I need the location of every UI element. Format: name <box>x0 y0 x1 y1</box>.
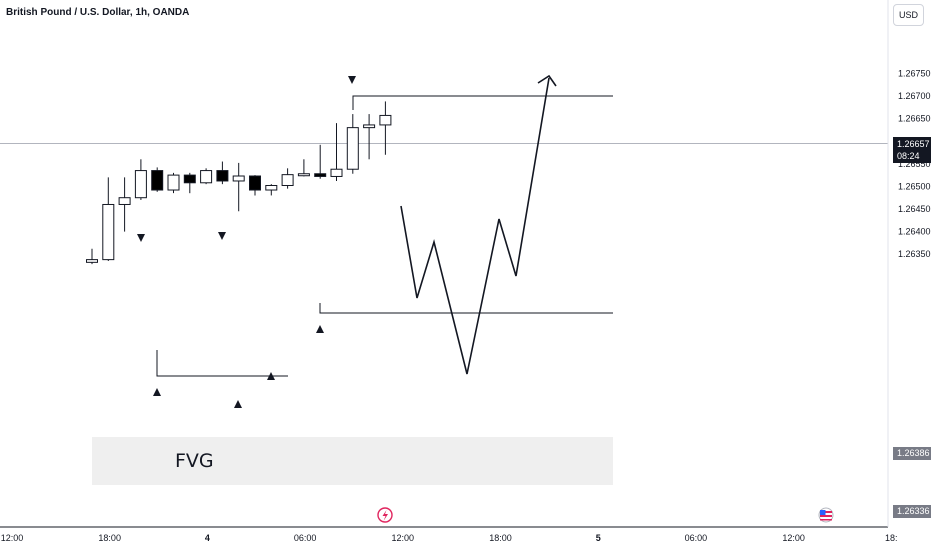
fvg-label: FVG <box>175 450 214 472</box>
currency-selector[interactable]: USD <box>893 4 924 26</box>
candle <box>118 177 131 232</box>
candle <box>379 101 392 155</box>
marker-up-4 <box>316 325 324 333</box>
candle-body-bull <box>200 170 213 184</box>
candle-body-bull <box>167 174 180 191</box>
x-tick-label: 18: <box>885 533 898 543</box>
us-flag-icon[interactable] <box>818 507 834 523</box>
x-tick-label: 18:00 <box>489 533 512 543</box>
marker-down-3 <box>348 76 356 84</box>
y-tick-label: 1.26450 <box>898 204 931 214</box>
x-tick-label: 18:00 <box>98 533 121 543</box>
candle-body-bull <box>265 184 278 191</box>
fvg-rect <box>92 437 613 485</box>
bar-countdown: 08:24 <box>897 151 920 161</box>
projection-arrowhead <box>537 74 557 87</box>
candle <box>281 168 294 189</box>
candle-body-bear <box>183 174 196 184</box>
current-price-badge: 1.26657 08:24 <box>893 137 931 163</box>
resistance-level <box>352 95 613 110</box>
candle <box>297 159 310 177</box>
y-tick-label: 1.26650 <box>898 114 931 124</box>
candle <box>346 114 359 174</box>
candle-body-bull <box>330 168 343 177</box>
y-tick-label: 1.26350 <box>898 249 931 259</box>
candle <box>249 175 261 196</box>
x-tick-label: 5 <box>596 533 601 543</box>
candle-body-bull <box>118 197 131 205</box>
candle <box>200 168 213 185</box>
candle-body-bull <box>363 124 376 129</box>
y-tick-label: 1.26750 <box>898 68 931 78</box>
x-tick-label: 12:00 <box>782 533 805 543</box>
x-tick-label: 12:00 <box>1 533 24 543</box>
candle <box>183 172 196 194</box>
projection-line <box>400 77 550 375</box>
y-axis-ticks: 1.267501.267001.266501.266001.265501.265… <box>898 68 931 259</box>
chart-title: British Pound / U.S. Dollar, 1h, OANDA <box>6 7 190 18</box>
candle-body-bear <box>249 175 261 191</box>
marker-up-1 <box>153 388 161 396</box>
level-lines <box>156 95 613 377</box>
candle-body-bull <box>134 170 147 199</box>
projection-path <box>400 74 557 375</box>
candle <box>232 162 245 212</box>
marker-down-1 <box>137 234 145 242</box>
candle <box>86 248 98 265</box>
marker-up-2 <box>234 400 242 408</box>
candle <box>216 161 229 185</box>
x-tick-label: 06:00 <box>685 533 708 543</box>
x-axis-ticks: 12:00 18:00 4 06:00 12:00 18:00 5 06:00 12:00 18: <box>1 533 898 543</box>
low-level <box>156 350 288 377</box>
candle-body-bear <box>151 170 164 191</box>
candle-body-bull <box>232 175 245 182</box>
candle <box>314 144 327 179</box>
candle <box>151 167 164 192</box>
marker-down-2 <box>218 232 226 240</box>
candle-body-bear <box>216 170 229 182</box>
y-tick-label: 1.26500 <box>898 181 931 191</box>
candles <box>86 101 392 265</box>
candle <box>102 177 115 261</box>
candle-body-bull <box>379 114 392 126</box>
y-tick-label: 1.26700 <box>898 91 931 101</box>
x-tick-label: 12:00 <box>392 533 415 543</box>
candle-body-bull <box>346 127 359 170</box>
candle <box>167 172 180 194</box>
support-level <box>319 303 613 314</box>
fractal-markers <box>137 76 356 408</box>
candle-body-bull <box>297 173 310 177</box>
candle-body-bull <box>102 203 115 261</box>
candle <box>330 123 343 181</box>
candle <box>134 159 147 200</box>
candle-body-bear <box>314 173 327 177</box>
flash-icon[interactable] <box>377 507 393 523</box>
marker-up-3 <box>267 372 275 380</box>
x-tick-label: 4 <box>205 533 210 543</box>
level-badge-fvg: 1.26386 <box>893 447 931 460</box>
candle-body-bull <box>281 174 294 186</box>
candle-body-bull <box>86 259 98 263</box>
candle <box>363 114 376 160</box>
y-tick-label: 1.26550 <box>898 159 931 169</box>
y-tick-label: 1.26400 <box>898 227 931 237</box>
current-price-value: 1.26657 <box>897 139 930 149</box>
x-tick-label: 06:00 <box>294 533 317 543</box>
candle <box>265 184 278 196</box>
fvg-zone: FVG <box>92 437 613 485</box>
level-badge-low: 1.26336 <box>893 505 931 518</box>
